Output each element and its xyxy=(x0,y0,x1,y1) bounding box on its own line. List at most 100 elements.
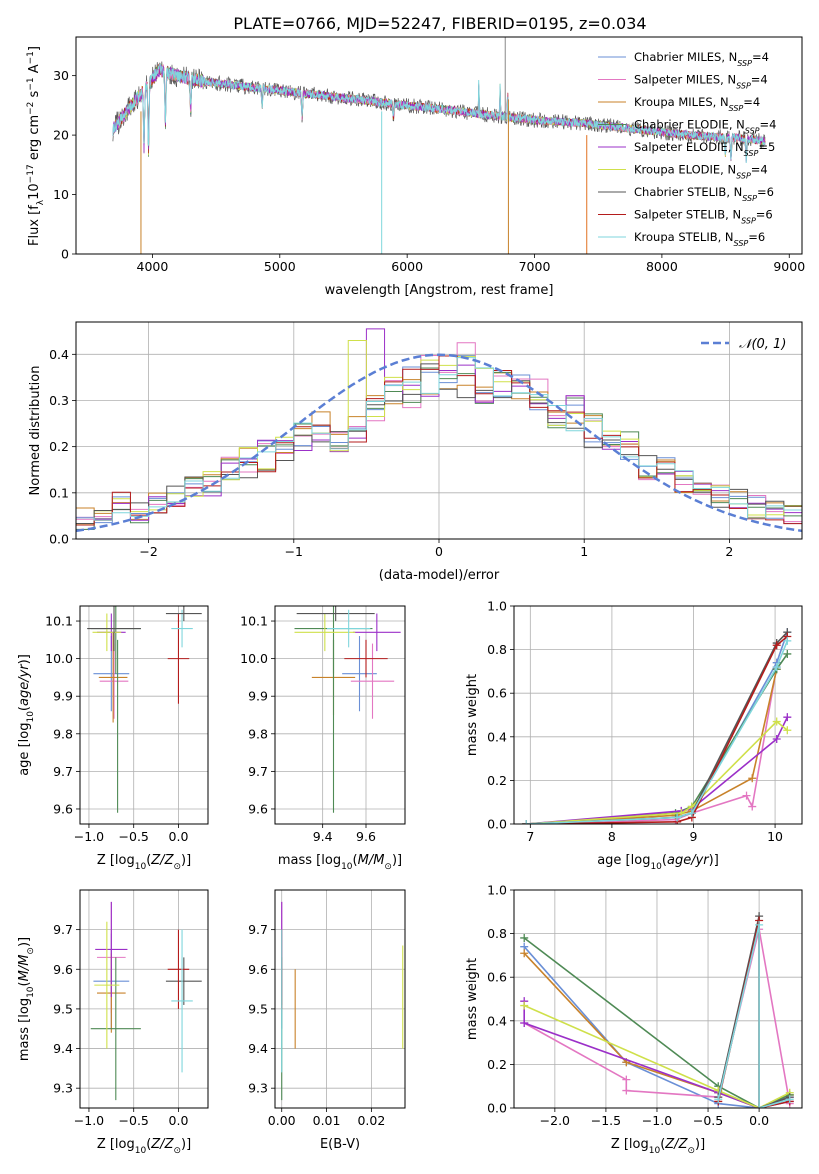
residuals-xtick-label: 1 xyxy=(580,544,588,559)
age_vs_mass-xtick-label: 9.6 xyxy=(356,829,376,844)
residuals-xtick-label: −2 xyxy=(139,544,157,559)
mass_vs_Z-ylabel: mass [log10(M/M⊙)] xyxy=(17,937,36,1061)
weight-marker xyxy=(783,636,792,645)
legend-label: Chabrier STELIB, NSSP=6 xyxy=(634,185,774,203)
mass_vs_ebv-axes: 0.00 0.01 0.02 9.3 9.4 9.5 9.6 9.7 xyxy=(248,890,405,1128)
residuals-series-group xyxy=(76,328,802,539)
weight-marker xyxy=(783,649,792,658)
legend-label: Salpeter MILES, NSSP=4 xyxy=(634,73,768,91)
weight-marker xyxy=(673,813,682,822)
age_vs_mass-ytick-label: 9.9 xyxy=(248,689,268,704)
weight_vs_Z-ytick-label: 0.0 xyxy=(487,1101,507,1116)
legend-label: Chabrier ELODIE, NSSP=4 xyxy=(634,118,776,136)
age_vs_Z-ytick-label: 10.1 xyxy=(45,614,73,629)
errorbar-point xyxy=(167,929,190,1009)
weight-marker xyxy=(748,774,757,783)
weight_vs_age-frame xyxy=(513,605,803,825)
weight_vs_age-series-group xyxy=(522,628,792,824)
errorbar-point xyxy=(165,957,202,1005)
legend-label: Chabrier MILES, NSSP=4 xyxy=(634,50,769,68)
weight_vs_age-line-kroupa-miles xyxy=(526,669,778,824)
mass_vs_Z-axes: −1.0 −0.5 0.0 9.3 9.4 9.5 9.6 9.7 xyxy=(53,890,208,1128)
weight_vs_Z-xlabel: Z [log10(Z/Z⊙)] xyxy=(611,1137,705,1156)
weight_vs_Z-xtick-label: 0.0 xyxy=(749,1113,769,1128)
weight_vs_age-ytick-label: 0.4 xyxy=(487,729,507,744)
age_vs_mass-frame xyxy=(274,605,406,825)
residuals-ytick-label: 0.1 xyxy=(49,485,69,500)
age_vs_Z-ytick-label: 9.9 xyxy=(53,689,73,704)
spectrum-ylabel: Flux [fλ10−17 erg cm−2 s−1 A−1] xyxy=(26,46,46,246)
age_vs_mass-ytick-label: 9.7 xyxy=(248,764,268,779)
mass_vs_Z-series-group xyxy=(90,901,202,1101)
errorbar-point xyxy=(87,606,141,652)
weight_vs_Z-line-kroupa-stelib xyxy=(717,924,790,1108)
weight_vs_age-ytick-label: 0.0 xyxy=(487,817,507,832)
weight_vs_age-xtick-label: 9 xyxy=(690,829,698,844)
legend-label: Salpeter STELIB, NSSP=6 xyxy=(634,208,773,226)
age_vs_Z-xtick-label: −0.5 xyxy=(119,829,149,844)
residuals-frame xyxy=(75,321,803,540)
errorbar-point xyxy=(90,957,141,1101)
mass_vs_Z-xtick-label: 0.0 xyxy=(169,1113,189,1128)
errorbar-point xyxy=(165,606,202,622)
age_vs_Z-axes: −1.0 −0.5 0.0 9.6 9.7 9.8 9.9 10.0 10.1 xyxy=(45,606,208,844)
weight-marker xyxy=(783,713,792,722)
mass_vs_ebv-frame xyxy=(274,889,406,1109)
weight_vs_age-ytick-label: 0.2 xyxy=(487,773,507,788)
errorbar-point xyxy=(294,613,356,652)
errorbar-point xyxy=(171,609,193,648)
spectrum-ytick-label: 10 xyxy=(53,187,69,202)
errorbar-point xyxy=(342,636,377,712)
weight_vs_Z-ytick-label: 0.6 xyxy=(487,970,507,985)
residuals-xlabel: (data-model)/error xyxy=(379,568,500,583)
mass_vs_ebv-xlabel: E(B-V) xyxy=(320,1137,360,1152)
legend-label: 𝒩(0, 1) xyxy=(739,337,786,352)
weight_vs_Z-ytick-label: 0.4 xyxy=(487,1013,507,1028)
age_vs_mass-xtick-label: 9.4 xyxy=(313,829,333,844)
mass_vs_Z-frame xyxy=(79,889,209,1109)
figure-title: PLATE=0766, MJD=52247, FIBERID=0195, z=0… xyxy=(233,14,646,33)
residuals-xtick-label: 2 xyxy=(725,544,733,559)
mass_vs_Z-xlabel: Z [log10(Z/Z⊙)] xyxy=(97,1137,191,1156)
weight-marker xyxy=(772,717,781,726)
weight_vs_Z-ytick-label: 1.0 xyxy=(487,883,507,898)
weight_vs_age-line-kroupa-stelib xyxy=(526,640,789,824)
spectrum-xlabel: wavelength [Angstrom, rest frame] xyxy=(325,283,554,298)
residuals-hist-kroupa-stelib xyxy=(76,357,802,539)
weight-marker xyxy=(520,1018,529,1027)
weight_vs_age-ytick-label: 1.0 xyxy=(487,599,507,614)
spectrum-xtick-label: 8000 xyxy=(646,259,678,274)
age_vs_mass-series-group xyxy=(294,606,401,813)
spectrum-xtick-label: 6000 xyxy=(391,259,423,274)
age_vs_mass-ytick-label: 9.8 xyxy=(248,726,268,741)
weight_vs_age-xtick-label: 7 xyxy=(526,829,534,844)
age_vs_Z-ytick-label: 9.8 xyxy=(53,726,73,741)
mass_vs_Z-ytick-label: 9.3 xyxy=(53,1081,73,1096)
residuals-ytick-label: 0.4 xyxy=(49,347,69,362)
weight_vs_age-xtick-label: 10 xyxy=(767,829,783,844)
residuals-ytick-label: 0.3 xyxy=(49,393,69,408)
mass_vs_ebv-xtick-label: 0.02 xyxy=(357,1113,385,1128)
errorbar-point xyxy=(99,643,129,719)
mass_vs_Z-ytick-label: 9.5 xyxy=(53,1001,73,1016)
weight_vs_age-ytick-label: 0.6 xyxy=(487,686,507,701)
spectrum-ytick-label: 20 xyxy=(53,128,69,143)
age_vs_mass-ytick-label: 10.0 xyxy=(240,651,268,666)
weight_vs_Z-line-kroupa-elodie xyxy=(523,1004,791,1108)
weight_vs_Z-xtick-label: −0.5 xyxy=(693,1113,723,1128)
errorbar-point xyxy=(171,929,193,1073)
weight-marker xyxy=(783,726,792,735)
weight_vs_Z-frame xyxy=(513,889,803,1109)
weight_vs_age-line-salpeter-miles xyxy=(526,666,778,824)
mass_vs_Z-xtick-label: −1.0 xyxy=(74,1113,104,1128)
weight_vs_Z-xtick-label: −1.0 xyxy=(642,1113,672,1128)
weight_vs_Z-ylabel: mass weight xyxy=(465,958,480,1040)
mass_vs_Z-xtick-label: −0.5 xyxy=(119,1113,149,1128)
weight_vs_Z-ytick-label: 0.8 xyxy=(487,926,507,941)
legend-label: Salpeter ELODIE, NSSP=5 xyxy=(634,140,775,158)
mass_vs_Z-ytick-label: 9.6 xyxy=(53,962,73,977)
spectrum-xtick-label: 7000 xyxy=(519,259,551,274)
errorbar-point xyxy=(296,606,375,622)
weight-marker xyxy=(755,920,764,929)
